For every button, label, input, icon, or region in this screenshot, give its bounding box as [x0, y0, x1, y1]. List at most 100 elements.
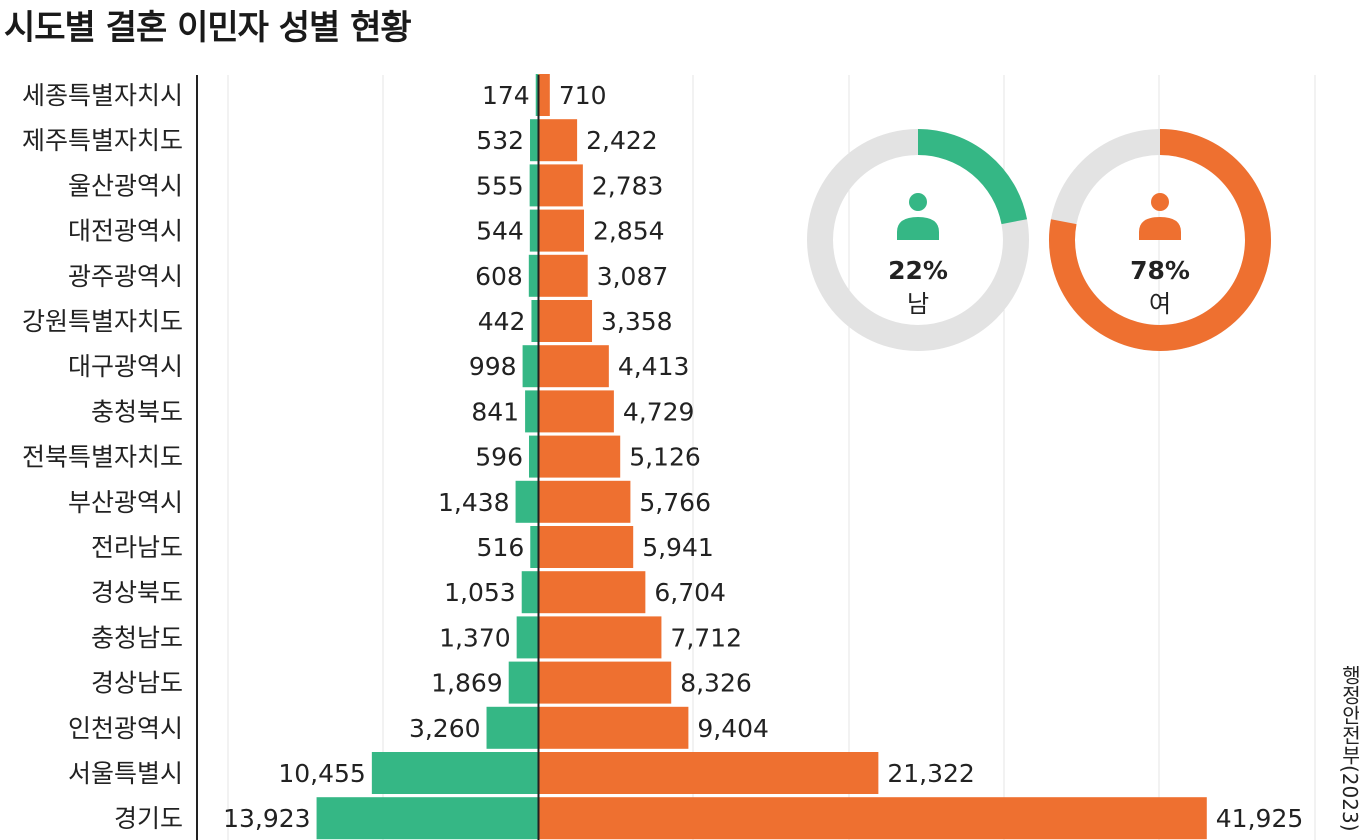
bar-male — [529, 164, 539, 207]
bar-female — [538, 706, 689, 749]
donut-arc — [917, 129, 1028, 225]
category-label: 광주광역시 — [68, 262, 183, 291]
bar-male — [316, 797, 539, 840]
value-label-female: 2,422 — [586, 126, 658, 155]
bar-male — [486, 706, 539, 749]
source-note: 행정안전부(2023) — [1338, 665, 1359, 832]
bar-male — [371, 752, 539, 794]
value-label-male: 1,869 — [431, 669, 503, 698]
donut-percent-label: 78% — [1130, 256, 1190, 285]
grid-layer — [196, 75, 1316, 840]
value-label-female: 41,925 — [1216, 804, 1303, 833]
value-label-male: 532 — [476, 126, 524, 155]
donut-male: 22% 남 — [807, 129, 1029, 351]
bar-female — [538, 254, 588, 297]
bar-male — [516, 616, 539, 659]
category-label: 경상남도 — [91, 669, 183, 698]
bar-male — [530, 526, 539, 568]
value-label-male: 10,455 — [278, 759, 365, 788]
bar-female — [538, 661, 672, 704]
chart-title: 시도별 결혼 이민자 성별 현황 — [4, 8, 412, 48]
category-label: 전라남도 — [91, 533, 183, 562]
bar-female — [538, 345, 609, 388]
value-label-male: 516 — [477, 533, 525, 562]
bar-female — [538, 480, 631, 523]
category-label: 대전광역시 — [68, 217, 183, 246]
value-label-female: 6,704 — [654, 578, 726, 607]
value-label-female: 21,322 — [887, 759, 974, 788]
value-label-female: 8,326 — [680, 669, 752, 698]
donut-arc — [1049, 129, 1271, 351]
category-label: 서울특별시 — [68, 759, 183, 788]
person-icon-head — [1151, 193, 1169, 211]
bars-layer — [316, 74, 1207, 840]
bar-female — [538, 300, 593, 342]
bar-male — [531, 300, 539, 342]
bar-female — [538, 435, 621, 478]
value-label-female: 4,729 — [623, 397, 695, 426]
bar-female — [538, 390, 614, 433]
person-icon-body — [897, 217, 939, 240]
donut-name-label: 남 — [907, 290, 929, 318]
category-label: 세종특별자치시 — [22, 81, 183, 110]
value-label-male: 3,260 — [409, 714, 481, 743]
labels-layer: 세종특별자치시 174 710 제주특별자치도 532 2,422 울산광역시 555 2,78… — [22, 81, 1303, 833]
category-label: 울산광역시 — [68, 171, 183, 200]
value-label-female: 710 — [559, 81, 607, 110]
category-label: 경기도 — [114, 804, 183, 833]
value-label-male: 998 — [469, 352, 517, 381]
value-label-male: 555 — [476, 171, 524, 200]
value-label-male: 608 — [475, 262, 523, 291]
value-label-female: 5,126 — [629, 443, 701, 472]
donut-female: 78% 여 — [1049, 129, 1271, 351]
value-label-male: 544 — [476, 217, 524, 246]
bar-male — [508, 661, 539, 704]
value-label-male: 1,438 — [438, 488, 510, 517]
category-label: 제주특별자치도 — [22, 126, 183, 155]
person-icon — [1139, 193, 1181, 240]
value-label-male: 442 — [478, 307, 526, 336]
bar-male — [528, 435, 539, 478]
category-label: 전북특별자치도 — [22, 443, 183, 472]
bar-female — [538, 119, 578, 162]
bar-male — [535, 74, 539, 116]
donut-percent-label: 22% — [888, 256, 948, 285]
value-label-male: 1,370 — [439, 623, 511, 652]
category-label: 경상북도 — [91, 578, 183, 607]
value-label-female: 5,766 — [639, 488, 711, 517]
value-label-male: 1,053 — [444, 578, 516, 607]
category-label: 충청남도 — [91, 623, 183, 652]
bar-female — [538, 526, 634, 568]
value-label-female: 2,854 — [593, 217, 665, 246]
bar-female — [538, 752, 879, 794]
value-label-female: 9,404 — [697, 714, 769, 743]
value-label-male: 174 — [482, 81, 530, 110]
bar-female — [538, 797, 1207, 840]
person-icon — [897, 193, 939, 240]
category-label: 충청북도 — [91, 397, 183, 426]
value-label-female: 2,783 — [592, 171, 664, 200]
bar-male — [528, 254, 539, 297]
donut-layer: 22% 남 78% 여 — [807, 129, 1271, 351]
bar-male — [521, 571, 539, 614]
category-label: 강원특별자치도 — [22, 307, 183, 336]
bar-female — [538, 74, 550, 116]
value-label-female: 7,712 — [670, 623, 742, 652]
value-label-male: 596 — [475, 443, 523, 472]
bar-male — [529, 209, 539, 252]
bar-female — [538, 164, 583, 207]
category-label: 부산광역시 — [68, 488, 183, 517]
bar-female — [538, 571, 646, 614]
bar-male — [522, 345, 539, 388]
value-label-female: 4,413 — [618, 352, 690, 381]
value-label-female: 5,941 — [642, 533, 714, 562]
value-label-male: 13,923 — [223, 804, 310, 833]
bar-male — [515, 480, 539, 523]
category-label: 대구광역시 — [68, 352, 183, 381]
category-label: 인천광역시 — [68, 714, 183, 743]
value-label-female: 3,358 — [601, 307, 673, 336]
value-label-female: 3,087 — [597, 262, 669, 291]
value-label-male: 841 — [471, 397, 519, 426]
bar-female — [538, 209, 584, 252]
person-icon-head — [909, 193, 927, 211]
